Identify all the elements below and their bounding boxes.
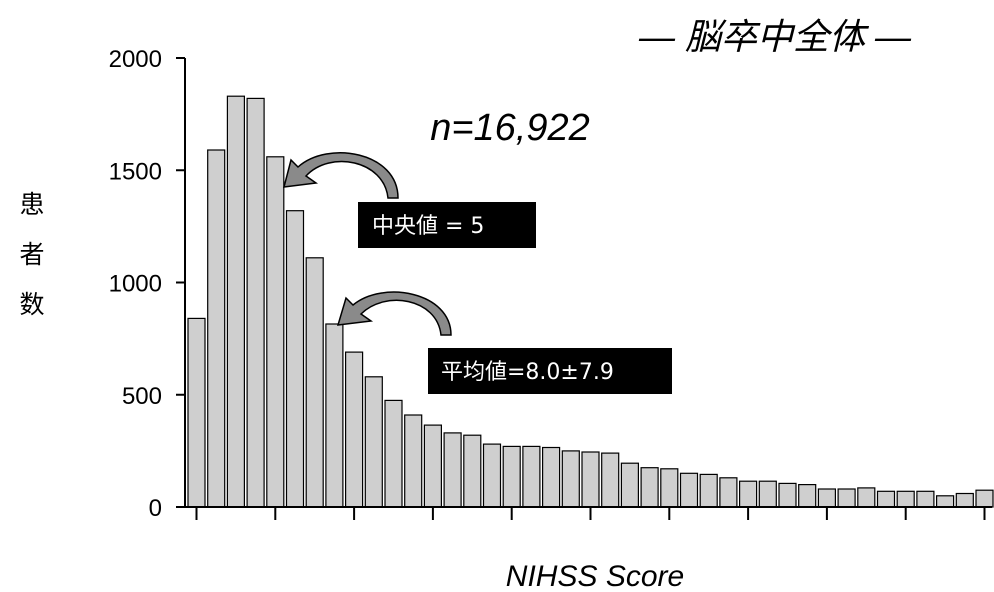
bar-score-39 [955, 492, 974, 508]
mean-arrow-icon [336, 291, 452, 336]
bar-score-26 [699, 473, 718, 508]
bar-score-36 [896, 490, 915, 508]
y-tick-label-1500: 1500 [109, 158, 162, 185]
mean-annotation: 平均値=8.0±7.9 [336, 291, 672, 394]
bar-score-16 [502, 445, 521, 508]
y-axis-label-char-2: 者 [19, 240, 44, 269]
bar-score-19 [561, 450, 580, 508]
y-tick-label-1000: 1000 [109, 271, 162, 298]
bar-score-6 [305, 257, 324, 508]
bar-score-10 [384, 399, 403, 508]
bar-score-29 [758, 480, 777, 508]
y-tick-label-0: 0 [149, 495, 162, 522]
bar-score-11 [404, 414, 423, 508]
bar-score-33 [837, 488, 856, 508]
median-arrow-icon [282, 152, 399, 199]
bar-score-40 [975, 489, 994, 508]
bar-score-28 [738, 480, 758, 508]
xticks-layer [195, 507, 986, 520]
chart-title: ― 脳卒中全体 ― [638, 16, 912, 57]
bar-score-31 [798, 484, 817, 508]
median-label-box [358, 202, 536, 248]
bar-score-5 [285, 210, 305, 508]
y-tick-label-500: 500 [122, 383, 162, 410]
mean-label: 平均値=8.0±7.9 [441, 360, 614, 385]
bar-score-37 [916, 490, 935, 508]
bar-score-18 [541, 446, 561, 508]
bar-score-21 [601, 452, 620, 508]
bar-score-17 [522, 445, 541, 508]
bar-score-25 [679, 472, 699, 508]
mean-label-box [428, 348, 672, 394]
bar-score-0 [187, 317, 206, 508]
bar-score-34 [857, 487, 876, 508]
median-label: 中央値 = 5 [372, 214, 484, 239]
yticks-layer: 0 500 1000 1500 2000 [109, 46, 185, 522]
y-axis-label-char-3: 数 [19, 290, 44, 319]
bars-layer [187, 95, 994, 508]
bar-score-4 [266, 156, 285, 508]
bar-score-30 [778, 482, 797, 508]
bar-score-27 [719, 477, 738, 508]
bar-score-14 [463, 434, 482, 508]
bar-score-22 [620, 462, 640, 508]
x-axis-label: NIHSS Score [506, 560, 684, 592]
bar-score-24 [660, 468, 679, 508]
bar-score-20 [581, 451, 600, 508]
bar-score-9 [364, 376, 383, 508]
bar-score-8 [345, 351, 364, 508]
y-axis-label-char-1: 患 [19, 190, 44, 219]
y-tick-label-2000: 2000 [109, 46, 162, 73]
bar-score-15 [482, 443, 502, 508]
median-annotation: 中央値 = 5 [282, 152, 536, 248]
bar-score-3 [246, 97, 265, 508]
bar-score-7 [325, 323, 344, 508]
sample-size-label: n=16,922 [430, 107, 590, 149]
bar-score-13 [443, 432, 462, 508]
bar-score-35 [876, 490, 896, 508]
bar-score-38 [935, 495, 955, 508]
bar-score-12 [423, 424, 442, 508]
bar-score-23 [640, 467, 659, 508]
bar-score-1 [207, 149, 226, 508]
bar-score-2 [226, 95, 245, 508]
bar-score-32 [817, 488, 837, 508]
